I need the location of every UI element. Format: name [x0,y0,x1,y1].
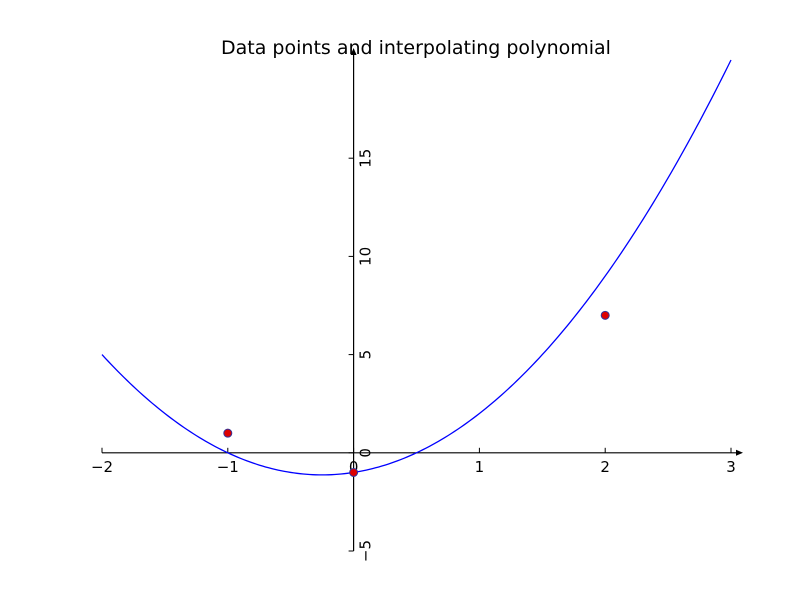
data-point [600,310,610,320]
x-axis-arrow [736,449,743,456]
y-tick-label: 10 [357,247,375,266]
x-tick-label: −2 [91,458,113,476]
y-tick-label: 15 [357,149,375,168]
chart-title: Data points and interpolating polynomial [221,37,611,59]
x-tick-label: 0 [349,458,359,476]
data-point [223,428,233,438]
y-tick-label: 0 [357,448,375,458]
axes [102,48,743,551]
data-point [349,467,359,477]
x-tick-label: 3 [726,458,736,476]
x-tick-label: 2 [600,458,610,476]
interpolating-polynomial-line [101,59,732,476]
y-axis-ticks: −5 0 5 10 15 [348,149,375,562]
x-axis-ticks: −2 −1 0 1 2 3 [91,447,736,476]
x-tick-label: 1 [475,458,485,476]
y-tick-label: −5 [357,540,375,562]
y-tick-label: 5 [357,350,375,360]
x-tick-label: −1 [217,458,239,476]
data-points [223,310,610,477]
y-axis-arrow [350,48,357,55]
